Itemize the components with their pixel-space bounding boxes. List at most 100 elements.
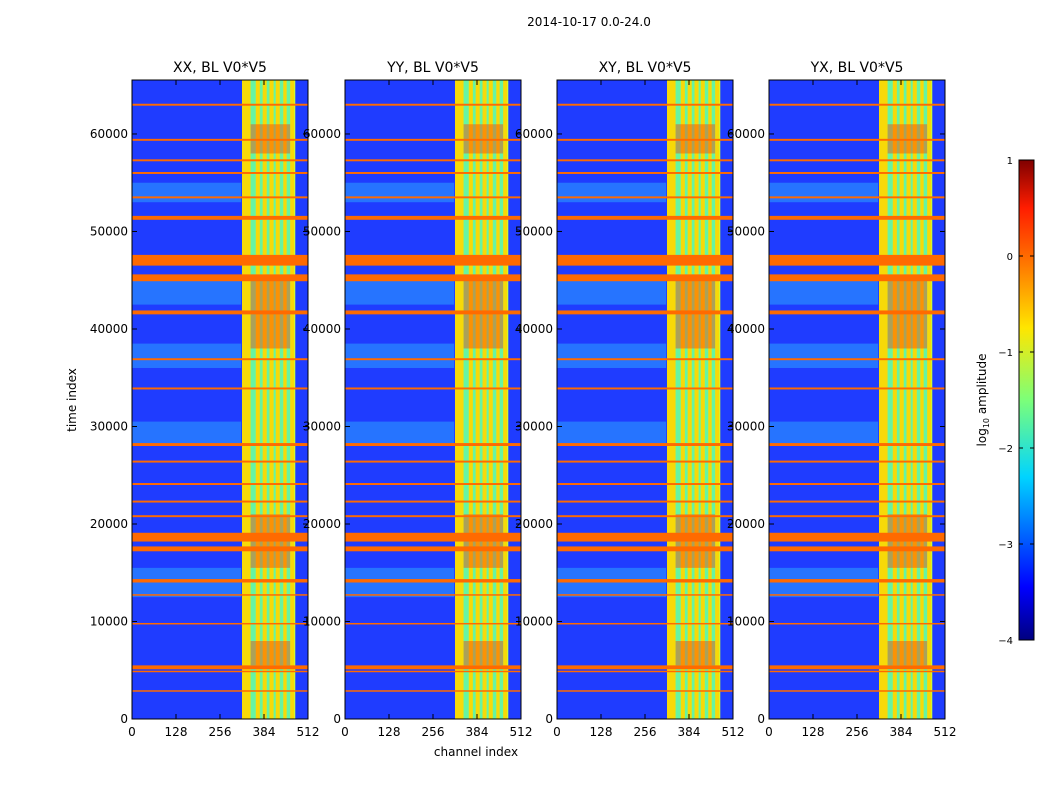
y-tick-label: 50000 xyxy=(90,224,128,238)
flagged-band xyxy=(557,103,733,106)
flagged-band xyxy=(769,254,945,266)
y-tick-label: 50000 xyxy=(515,224,553,238)
y-axis-label: time index xyxy=(65,368,79,432)
x-tick-label: 128 xyxy=(802,725,825,739)
flagged-band xyxy=(132,387,308,390)
colorbar-tick-label: −1 xyxy=(998,348,1013,359)
bright-channel-stripe xyxy=(892,80,897,719)
flagged-band xyxy=(345,665,521,670)
flagged-band xyxy=(132,254,308,266)
flagged-band xyxy=(345,500,521,503)
haze-band xyxy=(769,182,879,203)
flagged-band xyxy=(769,579,945,583)
hot-region xyxy=(675,640,716,666)
y-tick-label: 50000 xyxy=(303,224,341,238)
channel-gap xyxy=(259,80,263,719)
bright-channel-stripe xyxy=(290,80,295,719)
flagged-band xyxy=(132,670,308,673)
flagged-band xyxy=(769,387,945,390)
x-tick-label: 0 xyxy=(341,725,349,739)
flagged-band xyxy=(345,358,521,361)
flagged-band xyxy=(345,690,521,692)
bright-channel-stripe xyxy=(680,80,685,719)
colorbar-tick-label: 0 xyxy=(1007,252,1013,263)
y-tick-label: 30000 xyxy=(727,419,765,433)
panel-title: XX, BL V0*V5 xyxy=(173,60,267,76)
y-tick-label: 40000 xyxy=(515,322,553,336)
x-tick-label: 512 xyxy=(722,725,745,739)
flagged-band xyxy=(345,532,521,542)
flagged-band xyxy=(557,196,733,199)
x-tick-label: 384 xyxy=(253,725,276,739)
haze-band xyxy=(132,182,242,203)
y-tick-label: 30000 xyxy=(303,419,341,433)
y-tick-label: 40000 xyxy=(727,322,765,336)
y-tick-label: 30000 xyxy=(90,419,128,433)
channel-gap xyxy=(923,80,928,719)
flagged-band xyxy=(769,358,945,361)
colorbar-tick-label: −2 xyxy=(998,444,1013,455)
flagged-band xyxy=(769,670,945,673)
flagged-band xyxy=(769,138,945,141)
y-tick-label: 60000 xyxy=(90,127,128,141)
bright-channel-stripe xyxy=(899,80,904,719)
colorbar-label: log10 amplitude xyxy=(975,354,991,447)
flagged-band xyxy=(132,172,308,174)
flagged-band xyxy=(769,172,945,174)
y-tick-label: 0 xyxy=(333,712,341,726)
channel-gap xyxy=(910,80,913,719)
flagged-band xyxy=(769,665,945,670)
x-tick-label: 384 xyxy=(678,725,701,739)
flagged-band xyxy=(345,310,521,315)
channel-gap xyxy=(916,80,921,719)
channel-gap xyxy=(472,80,476,719)
haze-band xyxy=(769,280,879,305)
flagged-band xyxy=(132,443,308,446)
haze-band xyxy=(557,343,667,368)
flagged-band xyxy=(345,622,521,625)
x-tick-label: 128 xyxy=(590,725,613,739)
bright-channel-stripe xyxy=(275,80,280,719)
flagged-band xyxy=(557,670,733,673)
figure-suptitle: 2014-10-17 0.0-24.0 xyxy=(527,15,651,29)
channel-gap xyxy=(691,80,695,719)
flagged-band xyxy=(132,579,308,583)
flagged-band xyxy=(557,387,733,390)
y-tick-label: 10000 xyxy=(727,614,765,628)
x-tick-label: 256 xyxy=(846,725,869,739)
x-tick-label: 512 xyxy=(297,725,320,739)
haze-band xyxy=(557,182,667,203)
flagged-band xyxy=(769,515,945,518)
flagged-band xyxy=(769,310,945,315)
flagged-band xyxy=(769,546,945,552)
y-tick-label: 40000 xyxy=(90,322,128,336)
flagged-band xyxy=(345,460,521,463)
flagged-band xyxy=(132,215,308,220)
flagged-band xyxy=(132,358,308,361)
flagged-band xyxy=(557,500,733,503)
flagged-band xyxy=(557,460,733,463)
y-tick-label: 60000 xyxy=(515,127,553,141)
flagged-band xyxy=(345,594,521,596)
flagged-band xyxy=(557,159,733,162)
channel-gap xyxy=(887,80,893,719)
channel-gap xyxy=(250,80,256,719)
flagged-band xyxy=(557,254,733,266)
flagged-band xyxy=(132,532,308,542)
flagged-band xyxy=(132,196,308,199)
flagged-band xyxy=(557,665,733,670)
haze-band xyxy=(132,280,242,305)
panel-title: YX, BL V0*V5 xyxy=(810,60,904,76)
bright-channel-stripe xyxy=(283,80,287,719)
flagged-band xyxy=(132,690,308,692)
haze-band xyxy=(132,421,242,446)
x-tick-label: 256 xyxy=(422,725,445,739)
haze-band xyxy=(557,280,667,305)
channel-gap xyxy=(903,80,907,719)
channel-gap xyxy=(273,80,276,719)
bright-channel-stripe xyxy=(920,80,924,719)
flagged-band xyxy=(769,215,945,220)
hot-region xyxy=(887,640,928,666)
haze-band xyxy=(345,182,455,203)
bright-channel-stripe xyxy=(715,80,720,719)
